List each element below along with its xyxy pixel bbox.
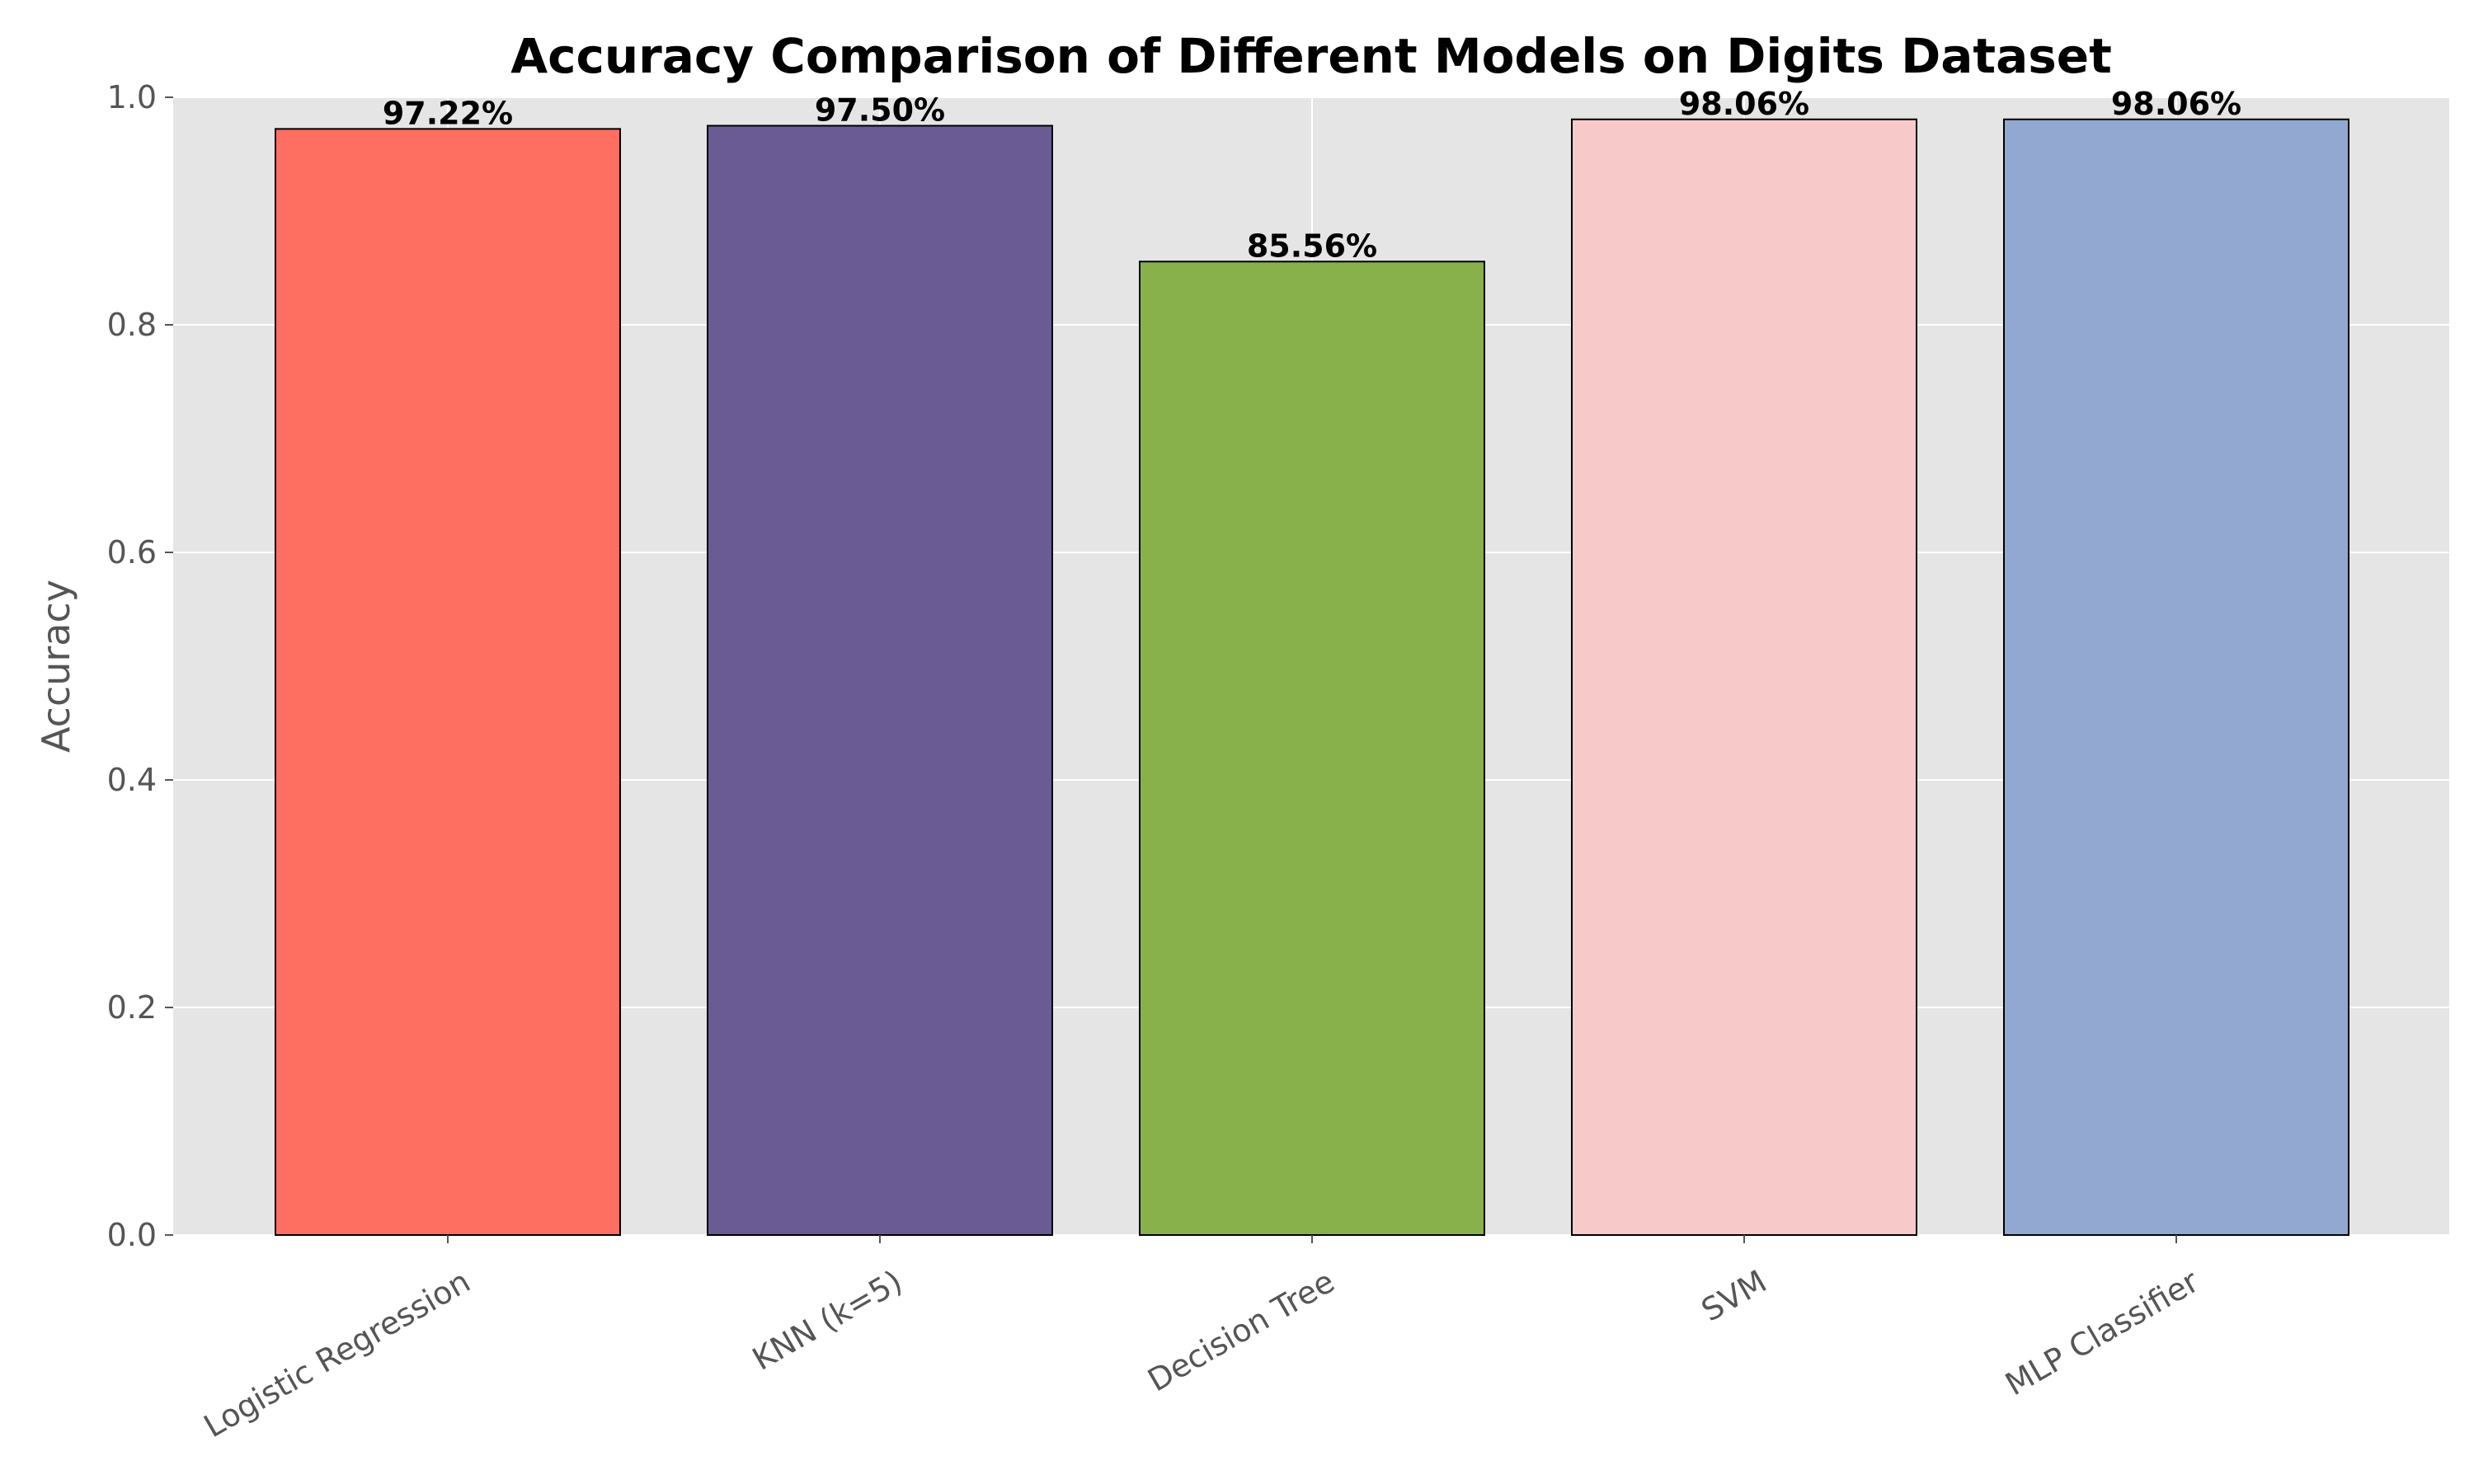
x-tick-label-3: SVM [1696,1263,1773,1329]
value-label-3: 98.06% [1679,86,1809,122]
y-tick-label-3: 0.6 [107,534,157,571]
y-axis-ticks: 0.0 0.2 0.4 0.6 0.8 1.0 [107,79,173,1253]
bar-2 [1139,261,1485,1237]
y-tick-label-1: 0.2 [107,989,157,1026]
value-label-4: 98.06% [2111,86,2241,122]
y-tick-label-4: 0.8 [107,307,157,343]
bar-0 [275,128,621,1236]
value-label-2: 85.56% [1247,228,1377,264]
bar-3 [1571,118,1917,1237]
value-labels: 97.22% 97.50% 85.56% 98.06% 98.06% [383,86,2241,265]
value-label-0: 97.22% [383,95,513,131]
y-tick-label-2: 0.4 [107,762,157,798]
bar-1 [707,124,1053,1236]
x-tick-label-0: Logistic Regression [198,1263,477,1444]
x-axis-ticks: Logistic Regression KNN (k=5) Decision Tre… [198,1235,2205,1444]
x-tick-label-1: KNN (k=5) [746,1263,909,1378]
x-tick-label-2: Decision Tree [1141,1263,1340,1399]
chart-title: Accuracy Comparison of Different Models … [510,28,2112,84]
x-tick-label-4: MLP Classifier [1999,1263,2205,1403]
y-tick-label-5: 1.0 [107,79,157,115]
value-label-1: 97.50% [815,92,945,129]
bar-4 [2003,118,2349,1237]
y-axis-label: Accuracy [34,580,78,753]
y-tick-label-0: 0.0 [107,1217,157,1253]
bars [275,118,2349,1237]
